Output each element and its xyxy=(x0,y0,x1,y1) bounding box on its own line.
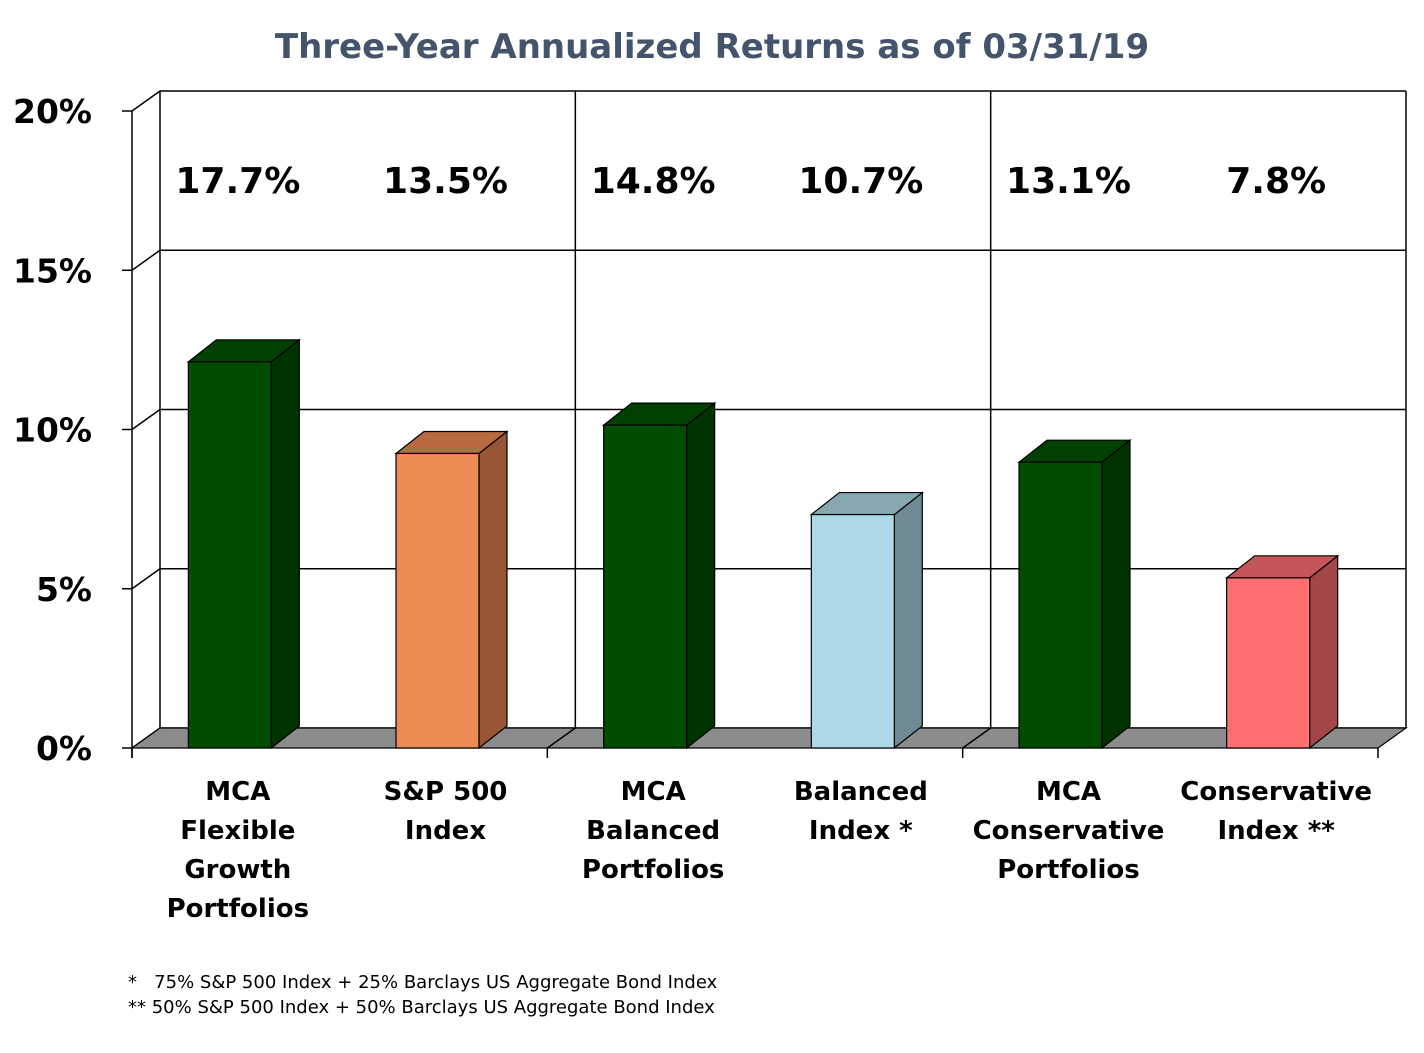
value-label: 14.8% xyxy=(591,161,716,202)
category-label-line: Portfolios xyxy=(997,855,1140,885)
category-label: MCA Balanced Portfolios xyxy=(582,777,725,885)
value-label: 7.8% xyxy=(1226,161,1326,202)
footnote-single-asterisk: * 75% S&P 500 Index + 25% Barclays US Ag… xyxy=(128,972,718,993)
category-label: Conservative Index ** xyxy=(1180,777,1372,846)
value-label: 13.1% xyxy=(1006,161,1131,202)
category-labels: MCA Flexible Growth Portfolios S&P 500 Index M… xyxy=(167,777,1372,924)
wall-gridline-2 xyxy=(131,408,161,431)
bar-0 xyxy=(186,338,302,750)
category-label: MCA Flexible Growth Portfolios xyxy=(167,777,310,924)
wall-gridline-3 xyxy=(131,249,161,271)
bar-side xyxy=(893,491,923,750)
category-label-line: Balanced xyxy=(794,777,928,807)
floor-divider xyxy=(962,727,992,749)
bar-side xyxy=(478,430,508,750)
chart-bars xyxy=(186,338,1340,750)
bar-2 xyxy=(601,401,717,750)
bar-front xyxy=(1226,577,1311,749)
wall-gridline-4 xyxy=(131,90,161,112)
bar-4 xyxy=(1017,438,1132,750)
bar-front xyxy=(1018,461,1103,749)
y-tick-label: 20% xyxy=(13,92,92,131)
category-label-line: Conservative xyxy=(973,816,1165,846)
value-label: 17.7% xyxy=(175,161,300,202)
footnote-double-asterisk: ** 50% S&P 500 Index + 50% Barclays US A… xyxy=(128,997,715,1018)
chart-floor xyxy=(130,727,1408,758)
category-label-line: Index * xyxy=(809,816,913,846)
chart-title: Three-Year Annualized Returns as of 03/3… xyxy=(275,27,1149,67)
bar-5 xyxy=(1224,554,1340,750)
bar-3 xyxy=(809,491,925,750)
value-label: 13.5% xyxy=(383,161,508,202)
value-labels: 17.7% 13.5% 14.8% 10.7% 13.1% 7.8% xyxy=(175,161,1326,202)
category-label-line: Conservative xyxy=(1180,777,1372,807)
category-label-line: MCA xyxy=(621,777,686,807)
category-label-line: Portfolios xyxy=(582,855,725,885)
floor-divider xyxy=(546,727,576,749)
category-label-line: Balanced xyxy=(586,816,720,846)
bar-front xyxy=(810,513,895,749)
bar-front xyxy=(395,452,480,749)
bar-side xyxy=(1101,438,1131,750)
chart-grid xyxy=(122,90,1407,758)
category-label-line: MCA xyxy=(1036,777,1101,807)
category-label-line: Flexible xyxy=(180,816,295,846)
category-label: Balanced Index * xyxy=(794,777,928,846)
category-label-line: Index xyxy=(405,816,486,846)
bar-side xyxy=(270,338,300,750)
value-label: 10.7% xyxy=(798,161,923,202)
bar-side xyxy=(1309,554,1339,750)
bar-front xyxy=(603,424,688,749)
category-label-line: S&P 500 xyxy=(384,777,508,807)
category-label: S&P 500 Index xyxy=(384,777,508,846)
y-tick-label: 5% xyxy=(36,570,92,609)
chart-floor-plane xyxy=(130,727,1408,749)
y-axis-ticks: 0% 5% 10% 15% 20% xyxy=(13,92,92,768)
category-label-line: Portfolios xyxy=(167,894,310,924)
y-tick-label: 0% xyxy=(36,729,92,768)
y-tick-label: 10% xyxy=(13,411,92,450)
category-label-line: MCA xyxy=(205,777,270,807)
category-label: MCA Conservative Portfolios xyxy=(973,777,1165,885)
wall-gridline-1 xyxy=(131,568,161,590)
bar-side xyxy=(686,401,716,750)
bar-1 xyxy=(394,430,509,750)
bar-front xyxy=(187,361,272,749)
y-tick-label: 15% xyxy=(13,251,92,290)
category-label-line: Growth xyxy=(184,855,291,885)
category-label-line: Index ** xyxy=(1217,816,1335,846)
